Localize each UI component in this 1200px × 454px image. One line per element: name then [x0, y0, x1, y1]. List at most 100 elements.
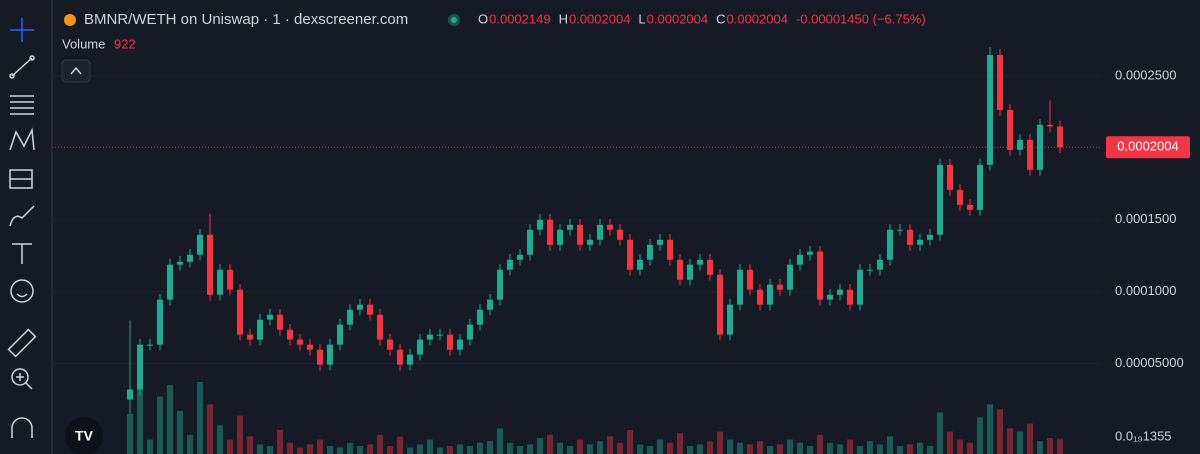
candle-body	[1007, 109, 1013, 150]
volume-bar	[497, 428, 503, 454]
pattern-tool[interactable]	[9, 127, 35, 151]
volume-bar	[607, 436, 613, 454]
candle-body	[927, 234, 933, 240]
collapse-button[interactable]	[61, 59, 91, 83]
candle-body	[617, 229, 623, 240]
candle-body	[657, 239, 663, 245]
candle-body	[367, 304, 373, 315]
volume-bar	[257, 444, 263, 454]
emoji-tool[interactable]	[10, 279, 34, 303]
volume-bar	[787, 439, 793, 454]
last-price-label: 0.0002004	[1117, 139, 1178, 154]
candle-body	[717, 274, 723, 335]
candle-body	[937, 164, 943, 235]
volume-bar	[677, 433, 683, 454]
fib-tool[interactable]	[10, 95, 34, 115]
volume-bar	[407, 447, 413, 454]
ruler-tool[interactable]	[7, 328, 37, 358]
legend-value: 0.0002004	[569, 11, 630, 26]
volume-bar	[137, 386, 143, 454]
volume-bar	[1027, 423, 1033, 454]
candle-body	[987, 54, 993, 165]
candle-body	[167, 264, 173, 300]
candle-body	[567, 224, 573, 230]
candle-body	[317, 349, 323, 365]
projection-tool[interactable]	[9, 169, 33, 189]
volume-bar	[367, 444, 373, 454]
brush-tool[interactable]	[9, 205, 35, 227]
candle-body	[397, 349, 403, 365]
candle-body	[177, 261, 183, 265]
candle-body	[677, 259, 683, 280]
volume-bar	[567, 446, 573, 454]
candle-body	[1057, 126, 1063, 148]
zoom-tool[interactable]	[11, 368, 33, 390]
volume-bar	[867, 441, 873, 454]
candle-body	[307, 344, 313, 350]
last-price-box	[1106, 136, 1190, 159]
candle-body	[137, 344, 143, 390]
candle-body	[687, 264, 693, 280]
volume-bar	[887, 436, 893, 454]
volume-bar	[377, 434, 383, 454]
candle-body	[917, 239, 923, 245]
volume-bar	[587, 444, 593, 454]
candle-body	[247, 334, 253, 340]
candle-body	[457, 339, 463, 350]
volume-bar	[347, 442, 353, 454]
volume-bar	[577, 439, 583, 454]
candle-body	[867, 269, 873, 271]
legend-key: H	[559, 11, 568, 26]
candle-body	[977, 164, 983, 210]
volume-bar	[687, 446, 693, 454]
volume-bar	[707, 441, 713, 454]
candle-body	[377, 314, 383, 340]
candle-body	[577, 224, 583, 245]
candle-body	[877, 259, 883, 270]
volume-bar	[817, 434, 823, 454]
volume-bar	[877, 444, 883, 454]
text-tool[interactable]	[12, 243, 32, 264]
magnet-tool[interactable]	[11, 417, 33, 438]
candle-body	[587, 239, 593, 245]
volume-pane	[127, 382, 1063, 454]
volume-bar	[857, 446, 863, 454]
candle-body	[627, 239, 633, 270]
status-dot	[451, 17, 457, 23]
volume-bar	[287, 442, 293, 454]
volume-bar	[317, 439, 323, 454]
candle-body	[187, 254, 193, 262]
candle-body	[1037, 124, 1043, 170]
token-icon	[64, 14, 76, 26]
volume-bar	[457, 444, 463, 454]
legend-key: L	[638, 11, 645, 26]
volume-bar	[307, 444, 313, 454]
candle-body	[497, 269, 503, 300]
candle-body	[437, 334, 443, 336]
legend-key: C	[716, 11, 725, 26]
volume-bar	[1037, 441, 1043, 454]
volume-bar	[967, 442, 973, 454]
candle-body	[207, 234, 213, 295]
volume-bar	[527, 444, 533, 454]
volume-bar	[177, 410, 183, 454]
volume-bar	[657, 439, 663, 454]
volume-bar	[977, 417, 983, 454]
candle-body	[887, 229, 893, 260]
axis-note: 0.0₁₉1355	[1115, 428, 1172, 443]
volume-bar	[487, 441, 493, 454]
volume-bar	[797, 442, 803, 454]
trendline-tool[interactable]	[9, 55, 35, 79]
crosshair-tool[interactable]	[10, 18, 34, 42]
volume-bar	[297, 447, 303, 454]
candle-body	[527, 229, 533, 255]
volume-bar	[987, 404, 993, 454]
volume-bar	[397, 436, 403, 454]
volume-bar	[597, 441, 603, 454]
candle-body	[787, 264, 793, 290]
candle-body	[217, 269, 223, 295]
volume-bar	[957, 439, 963, 454]
tradingview-logo: TV	[65, 417, 103, 454]
